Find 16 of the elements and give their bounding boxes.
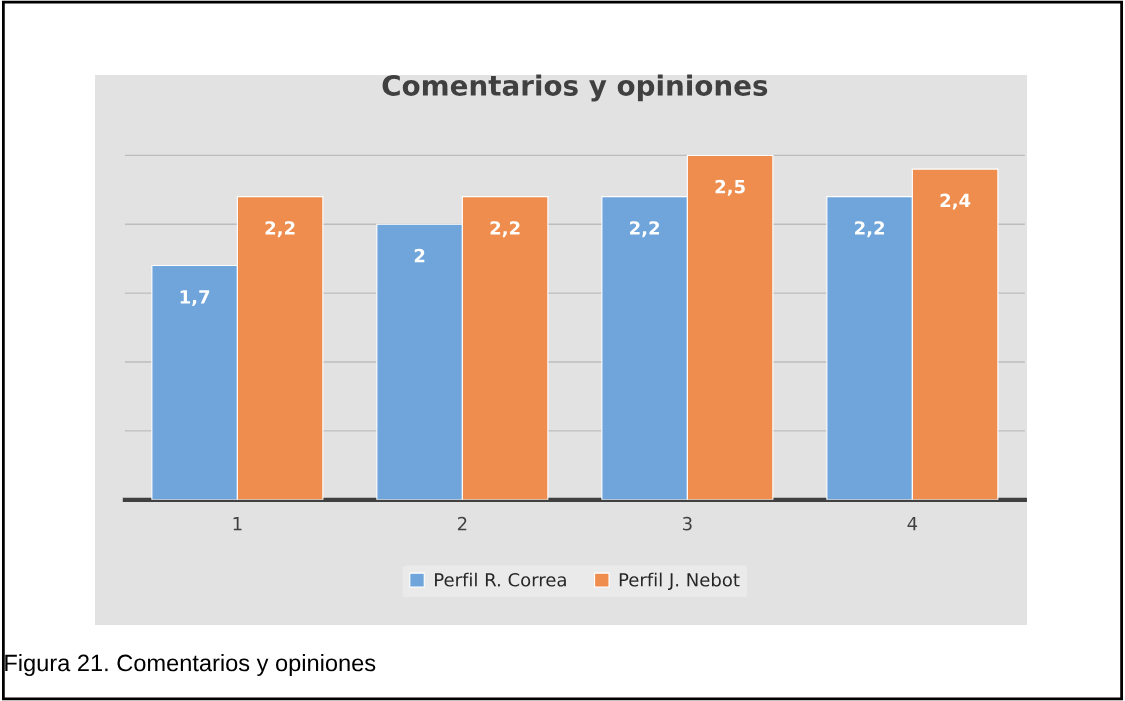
- data-label: 2,2: [265, 221, 295, 238]
- data-label: 1,7: [180, 290, 210, 307]
- data-label: 2,2: [490, 221, 520, 238]
- x-tick-label: 1: [233, 517, 242, 531]
- data-label: 2,2: [855, 221, 885, 238]
- x-tick-label: 3: [683, 516, 692, 531]
- data-label: 2,4: [940, 193, 971, 210]
- chart-title: Comentarios y opiniones: [382, 74, 768, 102]
- text: Figura 21. Comentarios y opiniones: [5, 653, 376, 677]
- x-tick-label: 4: [907, 517, 918, 531]
- data-label: 2,5: [715, 179, 745, 196]
- x-tick-label: 2: [457, 516, 467, 531]
- data-label: 2,2: [630, 221, 660, 238]
- legend-label: Perfil J. Nebot: [619, 572, 740, 590]
- data-label: 2: [414, 248, 425, 263]
- legend-label: Perfil R. Correa: [435, 572, 566, 587]
